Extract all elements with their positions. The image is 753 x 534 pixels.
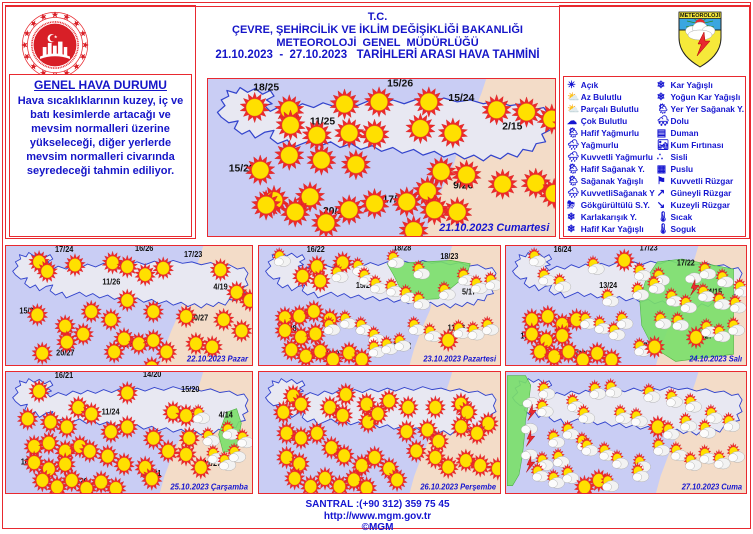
- svg-text:17/22: 17/22: [677, 258, 695, 267]
- svg-text:4/19: 4/19: [213, 282, 227, 291]
- svg-text:11/24: 11/24: [102, 407, 121, 416]
- svg-text:16/26: 16/26: [135, 246, 153, 253]
- svg-text:17/23: 17/23: [184, 250, 202, 259]
- svg-text:23.10.2023 Pazartesi: 23.10.2023 Pazartesi: [422, 354, 496, 363]
- svg-text:16/22: 16/22: [307, 246, 325, 254]
- svg-text:METEOROLOJİ: METEOROLOJİ: [680, 12, 721, 19]
- svg-text:25.10.2023 Çarşamba: 25.10.2023 Çarşamba: [169, 482, 248, 491]
- svg-text:15/24: 15/24: [448, 93, 474, 104]
- svg-text:13/24: 13/24: [599, 280, 618, 289]
- svg-text:27.10.2023 Cuma: 27.10.2023 Cuma: [681, 482, 743, 492]
- svg-text:2/15: 2/15: [502, 121, 522, 132]
- svg-text:15/26: 15/26: [387, 79, 413, 90]
- svg-text:18/28: 18/28: [393, 246, 411, 253]
- svg-text:15/20: 15/20: [181, 384, 199, 393]
- svg-text:22.10.2023 Pazar: 22.10.2023 Pazar: [186, 354, 249, 363]
- svg-text:17/24: 17/24: [55, 246, 74, 254]
- svg-text:26.10.2023 Perşembe: 26.10.2023 Perşembe: [419, 482, 496, 491]
- svg-text:18/25: 18/25: [253, 82, 279, 93]
- svg-text:11/26: 11/26: [102, 277, 120, 286]
- svg-text:17/23: 17/23: [640, 246, 658, 253]
- svg-text:24.10.2023 Salı: 24.10.2023 Salı: [688, 354, 743, 363]
- svg-text:16/21: 16/21: [55, 372, 74, 380]
- svg-text:4/14: 4/14: [219, 410, 234, 419]
- svg-text:16/24: 16/24: [554, 246, 573, 254]
- svg-text:14/20: 14/20: [143, 372, 161, 379]
- svg-text:21.10.2023 Cumartesi: 21.10.2023 Cumartesi: [438, 222, 550, 234]
- svg-text:20/27: 20/27: [56, 348, 74, 357]
- svg-text:18/23: 18/23: [440, 252, 458, 261]
